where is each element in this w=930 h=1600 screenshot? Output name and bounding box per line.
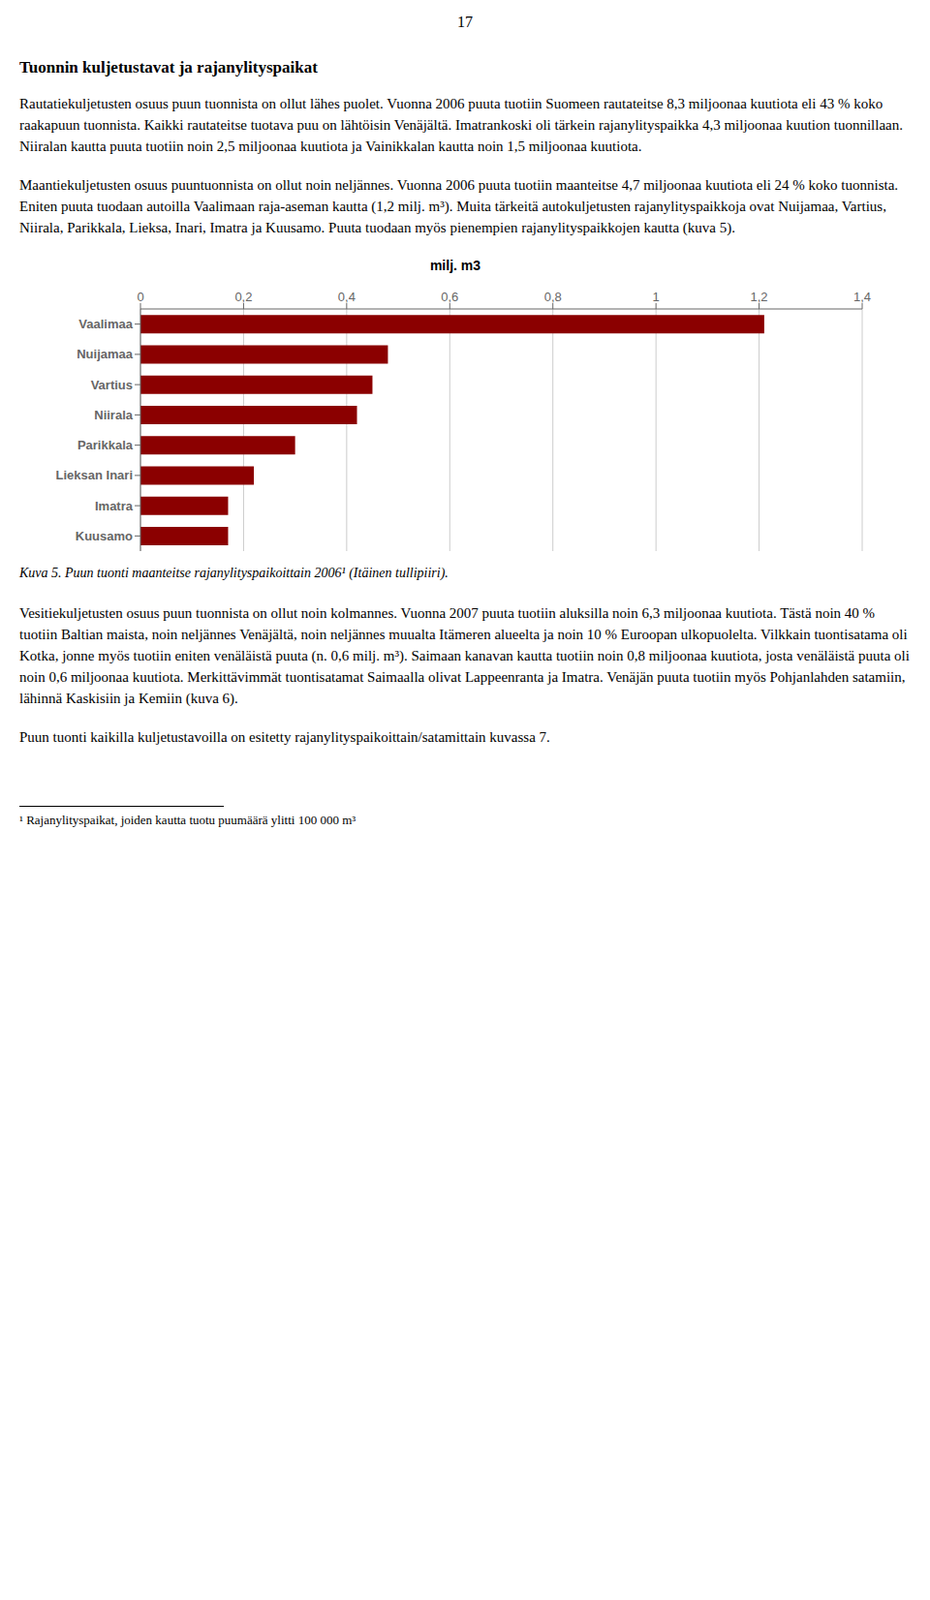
html-text:¹ Rajanylityspaikat, joiden ka: ¹ Rajanylityspaikat, joiden kautta tuotu… (19, 812, 356, 828)
html-text:Maantiekuljetusten osuus puunt: Maantiekuljetusten osuus puuntuonnista o… (19, 177, 899, 236)
html-text:Tuonnin kuljetustavat ja rajan: Tuonnin kuljetustavat ja rajanylityspaik… (19, 58, 318, 77)
svg-text:0,8: 0,8 (544, 289, 562, 305)
svg-text:1,4: 1,4 (853, 289, 871, 305)
html-text:17: 17 (457, 13, 473, 31)
html-text:milj. m3: milj. m3 (430, 257, 481, 274)
html-text:Rautatiekuljetusten osuus puun: Rautatiekuljetusten osuus puun tuonnista… (19, 95, 903, 155)
svg-text:Nuijamaa: Nuijamaa (76, 346, 134, 362)
svg-text:1,2: 1,2 (750, 289, 769, 305)
svg-text:0: 0 (136, 289, 144, 305)
html-text:Kuva 5. Puun tuonti maanteitse: Kuva 5. Puun tuonti maanteitse rajanylit… (19, 565, 449, 581)
svg-text:Kuusamo: Kuusamo (75, 528, 133, 544)
svg-text:Niirala: Niirala (93, 407, 134, 423)
svg-text:Lieksan Inari: Lieksan Inari (56, 467, 133, 483)
html-text:Puun tuonti kaikilla kuljetust: Puun tuonti kaikilla kuljetustavoilla on… (19, 729, 551, 745)
html-text:Vesitiekuljetusten osuus puun: Vesitiekuljetusten osuus puun tuonnista … (19, 605, 910, 707)
svg-text:Vaalimaa: Vaalimaa (78, 316, 133, 332)
svg-text:1: 1 (652, 289, 660, 305)
svg-text:Parikkala: Parikkala (77, 437, 134, 453)
svg-text:0,2: 0,2 (234, 289, 252, 305)
svg-text:Vartius: Vartius (91, 377, 133, 393)
svg-text:0,6: 0,6 (440, 289, 459, 305)
svg-text:Imatra: Imatra (94, 498, 134, 514)
svg-text:0,4: 0,4 (338, 289, 356, 305)
